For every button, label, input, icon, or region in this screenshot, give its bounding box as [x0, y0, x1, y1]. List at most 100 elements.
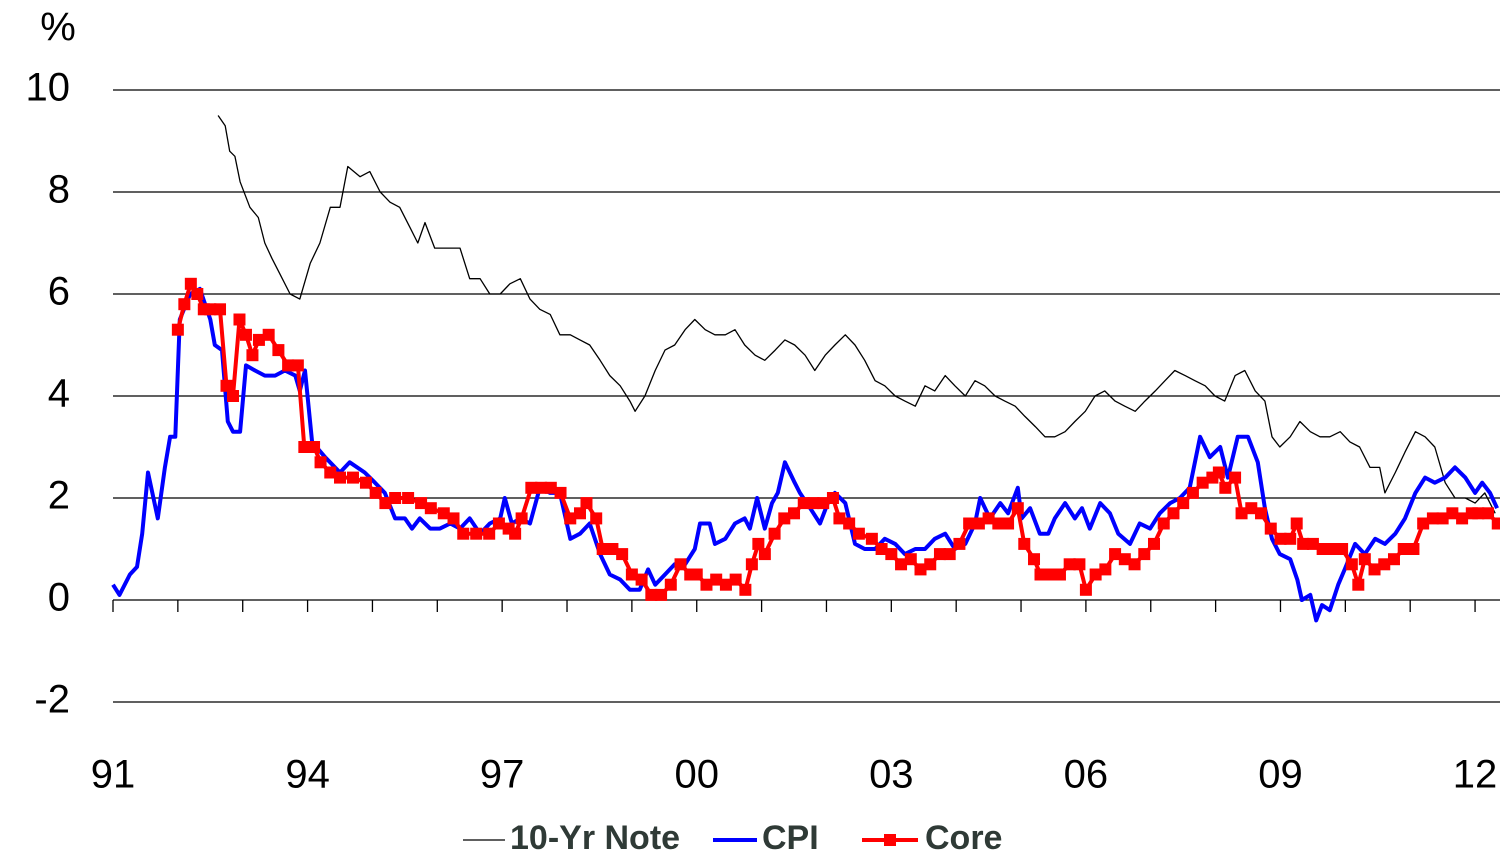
series-marker: [972, 517, 985, 530]
series-marker: [1326, 543, 1339, 555]
series-marker: [178, 298, 191, 311]
series-marker: [1079, 583, 1092, 596]
series-marker: [492, 517, 505, 530]
series-marker: [1177, 497, 1190, 510]
series-marker: [580, 497, 593, 510]
series-marker: [655, 588, 668, 601]
series-marker: [1229, 471, 1242, 484]
series-marker: [1378, 558, 1391, 571]
y-tick-label: 0: [48, 576, 70, 620]
series-marker: [447, 512, 460, 525]
series-marker: [1482, 507, 1495, 520]
series-marker: [282, 359, 295, 372]
series-marker: [606, 543, 619, 555]
series-marker: [1099, 563, 1112, 576]
series-marker: [616, 548, 629, 561]
series-marker: [745, 558, 758, 571]
series-marker: [402, 492, 415, 504]
series-marker: [1274, 532, 1287, 545]
x-tick-label: 06: [1064, 753, 1109, 797]
series-marker: [1352, 578, 1365, 591]
series-marker: [817, 497, 830, 510]
x-tick-label: 94: [285, 753, 330, 797]
series-marker: [833, 512, 846, 525]
series-marker: [1148, 537, 1161, 550]
series-marker: [778, 512, 791, 525]
series-marker: [739, 583, 752, 596]
series-marker: [252, 333, 265, 346]
series-marker: [1397, 543, 1410, 555]
y-tick-label: 4: [48, 372, 70, 416]
series-marker: [191, 288, 204, 300]
series-marker: [334, 471, 347, 484]
series-marker: [1336, 543, 1349, 555]
series-marker: [415, 497, 428, 510]
series-marker: [625, 568, 638, 581]
series-marker: [1255, 507, 1268, 520]
series-marker: [1290, 517, 1303, 530]
series-marker: [424, 502, 437, 515]
series-marker: [1167, 507, 1180, 520]
series-marker: [308, 441, 321, 453]
series-marker: [674, 558, 687, 571]
series-marker: [963, 517, 976, 530]
series-marker: [843, 517, 856, 530]
series-marker: [1138, 548, 1151, 561]
series-marker: [515, 512, 528, 525]
series-marker: [1002, 517, 1015, 530]
series-marker: [314, 456, 327, 469]
series-marker: [865, 532, 878, 545]
series-marker: [590, 512, 603, 525]
series-marker: [953, 537, 966, 550]
series-marker: [457, 527, 470, 540]
series-marker: [1472, 507, 1485, 520]
series-marker: [1491, 517, 1500, 530]
series-marker: [1297, 537, 1310, 550]
x-tick-label: 12: [1453, 753, 1498, 797]
series-marker: [1368, 563, 1381, 576]
legend-marker: [884, 834, 896, 846]
series-marker: [710, 573, 723, 586]
series-marker: [992, 517, 1005, 530]
y-unit: %: [40, 6, 76, 50]
series-marker: [1235, 507, 1248, 520]
series-marker: [573, 507, 586, 520]
series-marker: [1157, 517, 1170, 530]
legend-label: 10-Yr Note: [510, 819, 680, 857]
series-marker: [1358, 553, 1371, 566]
series-marker: [719, 578, 732, 591]
series-marker: [1011, 502, 1024, 515]
series-marker: [1118, 553, 1131, 566]
series-marker: [752, 537, 765, 550]
series-marker: [298, 441, 311, 453]
series-marker: [635, 573, 648, 586]
series-line: [111, 286, 1499, 623]
series-marker: [369, 486, 382, 499]
series-marker: [1063, 558, 1076, 571]
series-marker: [596, 543, 609, 555]
series-marker: [291, 359, 304, 372]
series-marker: [982, 512, 995, 525]
series-marker: [564, 512, 577, 525]
series-marker: [483, 527, 496, 540]
series-marker: [768, 527, 781, 540]
series-marker: [239, 328, 252, 341]
legend: 10-Yr Note CPI Core: [463, 819, 1002, 857]
legend-label: CPI: [762, 819, 819, 857]
series-marker: [1196, 476, 1209, 489]
series-marker: [1456, 512, 1469, 525]
series-marker: [389, 492, 402, 504]
series-marker: [664, 578, 677, 591]
x-tick-label: 97: [480, 753, 525, 797]
series-marker: [1018, 537, 1031, 550]
series-marker: [1426, 512, 1439, 525]
series-marker: [1044, 568, 1057, 581]
series-marker: [700, 578, 713, 591]
series-marker: [324, 466, 337, 479]
series-marker: [924, 558, 937, 571]
x-tick-label: 09: [1258, 753, 1303, 797]
series-marker: [788, 507, 801, 520]
series-marker: [1109, 548, 1122, 561]
series-marker: [184, 277, 197, 290]
series-marker: [171, 323, 184, 336]
